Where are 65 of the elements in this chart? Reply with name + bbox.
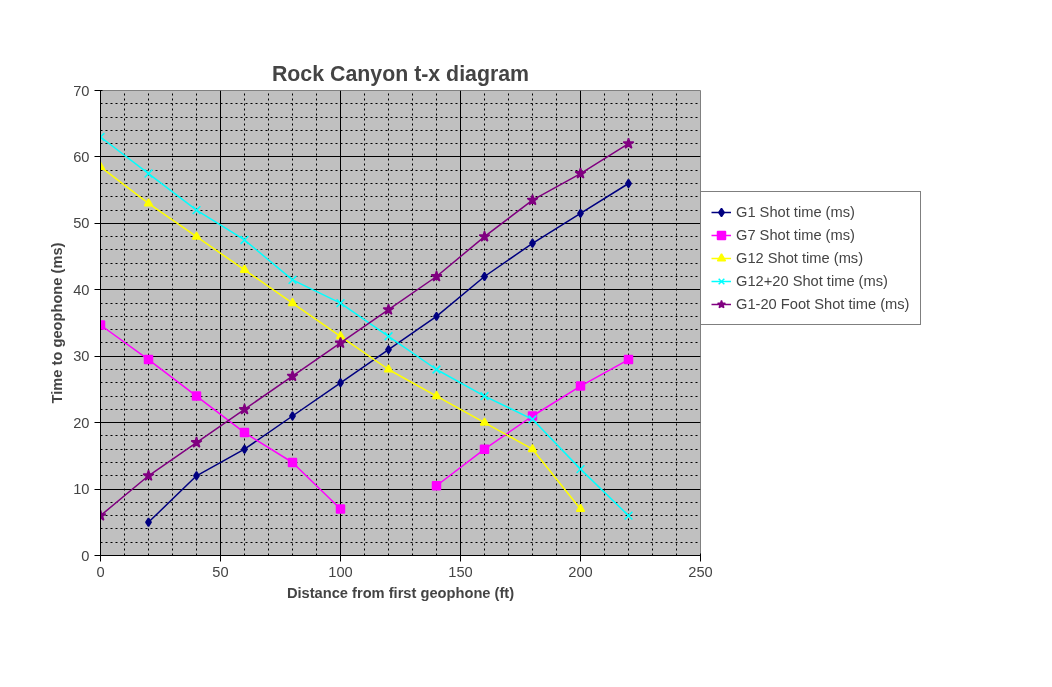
y-tick-label: 30 [73, 348, 90, 365]
point [623, 511, 634, 521]
x-tick-label: 50 [212, 563, 229, 580]
point [287, 297, 298, 307]
point [191, 391, 202, 401]
point [575, 503, 586, 513]
point [335, 298, 346, 308]
y-tick-label: 60 [73, 148, 90, 165]
point [334, 336, 347, 349]
legend-label: G12+20 Shot time (ms) [736, 273, 888, 289]
y-tick-label: 0 [81, 547, 90, 564]
point [289, 411, 296, 421]
point [191, 205, 202, 215]
point [239, 427, 250, 438]
point [431, 481, 442, 491]
point [623, 354, 634, 365]
point [383, 364, 394, 373]
point [431, 364, 442, 375]
x-tick-label: 200 [568, 563, 593, 580]
legend-label: G7 Shot time (ms) [736, 227, 855, 243]
point [430, 270, 443, 282]
point [527, 443, 538, 453]
chart-title: Rock Canyon t-x diagram [271, 61, 530, 86]
point [287, 275, 298, 285]
point [241, 444, 248, 454]
y-tick-label: 50 [73, 215, 90, 232]
point [193, 471, 200, 481]
point [526, 193, 539, 206]
x-tick-label: 0 [96, 563, 105, 580]
point [190, 436, 203, 448]
y-axis-title: Time to geophone (ms) [49, 242, 66, 404]
point [382, 303, 395, 315]
point [238, 403, 251, 415]
point [383, 331, 394, 341]
point [287, 457, 298, 468]
point [575, 381, 586, 391]
point [143, 168, 154, 179]
y-tick-label: 40 [73, 281, 90, 298]
x-axis-title: Distance from first geophone (ft) [286, 584, 515, 601]
point [239, 264, 250, 273]
x-tick-label: 250 [688, 563, 713, 580]
point [575, 464, 586, 474]
point [574, 167, 587, 179]
point [142, 469, 155, 481]
point [479, 391, 490, 401]
y-tick-label: 70 [73, 82, 90, 99]
legend-label: G12 Shot time (ms) [736, 250, 864, 266]
point [622, 137, 635, 149]
point [479, 444, 490, 454]
point [337, 378, 344, 388]
point [479, 417, 490, 426]
point [335, 504, 346, 514]
y-tick-label: 10 [73, 481, 90, 498]
y-tick-label: 20 [73, 414, 90, 431]
legend-label: G1-20 Foot Shot time (ms) [736, 296, 910, 312]
point [431, 390, 442, 400]
x-tick-label: 100 [328, 563, 353, 580]
point [239, 235, 250, 245]
point [286, 369, 299, 382]
x-tick-label: 150 [448, 563, 473, 580]
point [143, 354, 154, 365]
point [191, 231, 202, 240]
point [478, 230, 491, 242]
point [143, 198, 154, 207]
legend-label: G1 Shot time (ms) [736, 204, 855, 220]
